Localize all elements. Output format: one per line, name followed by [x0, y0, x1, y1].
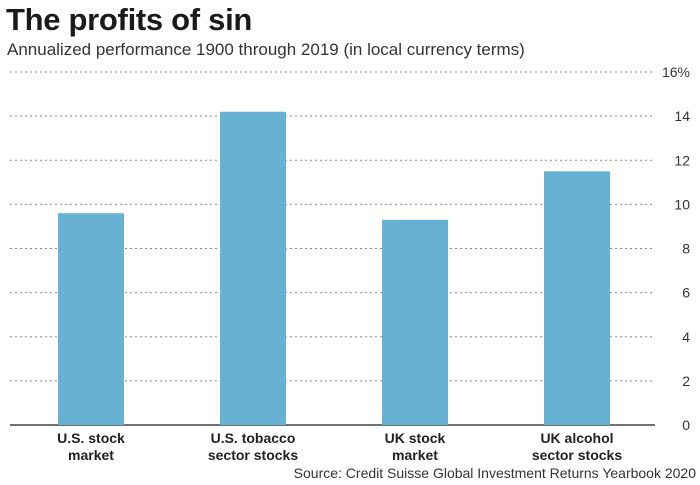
y-tick-label: 16% [662, 64, 690, 80]
source-note: Source: Credit Suisse Global Investment … [293, 465, 696, 481]
y-tick-label: 8 [682, 241, 690, 257]
category-label: UK alcohol [540, 430, 613, 446]
category-label: sector stocks [208, 447, 298, 463]
y-tick-label: 6 [682, 285, 690, 301]
bar [58, 213, 124, 425]
category-label: sector stocks [532, 447, 622, 463]
y-tick-label: 0 [682, 417, 690, 433]
category-label: market [68, 447, 114, 463]
bar [382, 219, 448, 425]
category-label: market [392, 447, 438, 463]
bar [544, 171, 610, 425]
category-label: U.S. stock [57, 430, 125, 446]
y-tick-label: 12 [674, 152, 690, 168]
bar [220, 111, 286, 426]
category-label: U.S. tobacco [211, 430, 296, 446]
y-tick-label: 10 [674, 196, 690, 212]
y-tick-label: 4 [682, 329, 690, 345]
category-label: UK stock [385, 430, 446, 446]
y-tick-label: 2 [682, 373, 690, 389]
bars [58, 111, 610, 426]
y-tick-label: 14 [674, 108, 690, 124]
chart-subtitle: Annualized performance 1900 through 2019… [7, 40, 525, 59]
y-tick-labels: 0 2 4 6 8 10 12 14 16% [662, 64, 690, 433]
chart-title: The profits of sin [6, 2, 253, 37]
